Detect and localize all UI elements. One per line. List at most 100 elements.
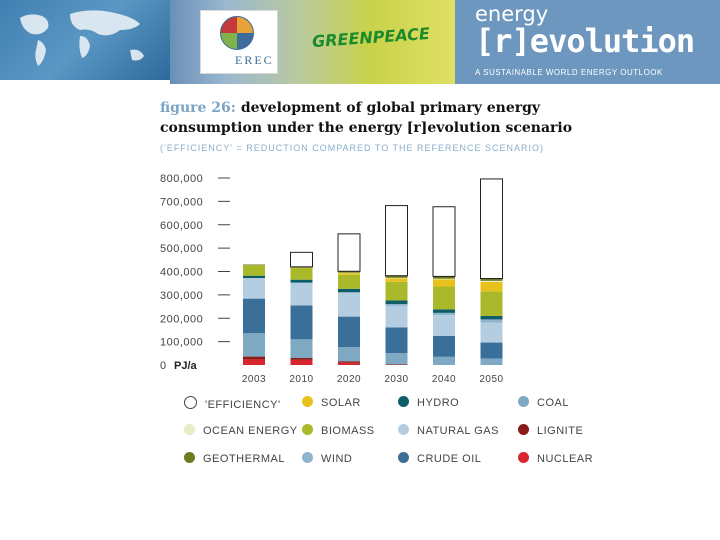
- x-tick-label: 2003: [242, 374, 266, 385]
- y-tick-label: 400,000: [160, 267, 203, 279]
- bar-segment: [433, 309, 455, 313]
- bar-segment: [290, 282, 313, 284]
- legend-item: BIOMASS: [302, 424, 375, 437]
- bar-segment: [480, 319, 503, 323]
- figure-subtitle: ('EFFICIENCY' = REDUCTION COMPARED TO TH…: [160, 143, 545, 153]
- bar-segment: [385, 305, 408, 328]
- bar-segment: [338, 274, 360, 289]
- bar-segment: [338, 272, 360, 275]
- bar-segment: [338, 272, 360, 274]
- y-tick-label: 800,000: [160, 173, 203, 185]
- y-tick-label: 200,000: [160, 313, 203, 325]
- bar-segment: [243, 359, 265, 365]
- legend-item: WIND: [302, 452, 352, 465]
- bar-segment: [338, 362, 360, 365]
- legend-label: COAL: [537, 397, 569, 409]
- legend-item: LIGNITE: [518, 424, 583, 437]
- bar-segment: [433, 276, 455, 279]
- bar-segment: [290, 339, 313, 358]
- legend-swatch-icon: [302, 452, 313, 463]
- bar-segment: [243, 275, 265, 279]
- legend-label: NATURAL GAS: [417, 425, 499, 437]
- erec-globe-icon: [220, 16, 254, 50]
- legend-swatch-icon: [302, 396, 313, 407]
- legend-label: WIND: [321, 453, 353, 465]
- bar-segment: [243, 265, 265, 276]
- bar-segment: [480, 278, 503, 281]
- legend-swatch-icon: [518, 396, 529, 407]
- bar-segment: [480, 358, 503, 365]
- bar-segment: [243, 278, 265, 299]
- legend-swatch-icon: [398, 452, 409, 463]
- legend-item: GEOTHERMAL: [184, 452, 285, 465]
- x-tick-label: 2050: [479, 374, 503, 385]
- bar-segment: [338, 316, 360, 348]
- bar-segment: [480, 280, 503, 283]
- legend-item: CRUDE OIL: [398, 452, 481, 465]
- bar-segment: [385, 281, 408, 301]
- bar-segment: [385, 327, 408, 354]
- bar-segment: [433, 335, 455, 357]
- bar-segment: [385, 303, 408, 306]
- x-tick-label: 2010: [289, 374, 313, 385]
- y-tick-label: 300,000: [160, 290, 203, 302]
- bar-segment: [243, 298, 265, 334]
- bar-segment: [385, 364, 408, 365]
- legend-swatch-icon: [184, 396, 197, 409]
- legend-label: HYDRO: [417, 397, 460, 409]
- legend-swatch-icon: [398, 396, 409, 407]
- bar-segment: [385, 300, 408, 304]
- bar-segment: [385, 277, 408, 279]
- bar-segment: [243, 356, 265, 360]
- bar-segment: [385, 353, 408, 365]
- legend-item: COAL: [518, 396, 569, 409]
- x-tick-label: 2040: [432, 374, 456, 385]
- bar-segment: [385, 278, 408, 282]
- figure-label: figure 26:: [160, 100, 236, 116]
- bar-segment: [290, 359, 313, 365]
- bar-segment: [338, 288, 360, 293]
- bar-segment: [480, 291, 503, 316]
- y-tick-label: 700,000: [160, 196, 203, 208]
- bar-segment: [433, 286, 455, 310]
- header-banner: EREC GREENPEACE energy [r]evolution A SU…: [0, 0, 720, 84]
- bar-segment: [480, 322, 503, 343]
- bar-segment: [290, 267, 313, 269]
- figure-title-text: development of global primary energy con…: [160, 100, 573, 136]
- erec-logo: EREC: [200, 10, 278, 74]
- x-tick-label: 2020: [337, 374, 361, 385]
- bar-segment: [480, 178, 503, 280]
- title-panel: energy [r]evolution A SUSTAINABLE WORLD …: [455, 0, 720, 84]
- erec-label: EREC: [235, 53, 274, 67]
- legend-label: BIOMASS: [321, 425, 375, 437]
- bar-segment: [290, 283, 313, 306]
- bar-segment: [480, 315, 503, 320]
- legend-item: 'EFFICIENCY': [184, 396, 281, 411]
- title-energy: energy: [475, 2, 549, 26]
- legend-swatch-icon: [302, 424, 313, 435]
- y-tick-label: 500,000: [160, 243, 203, 255]
- bar-segment: [338, 347, 360, 362]
- bar-segment: [433, 278, 455, 280]
- world-map-image: [0, 0, 170, 80]
- legend-item: SOLAR: [302, 396, 361, 409]
- legend-swatch-icon: [518, 424, 529, 435]
- bar-segment: [480, 342, 503, 359]
- world-map-icon: [20, 10, 144, 66]
- legend-label: CRUDE OIL: [417, 453, 482, 465]
- bar-segment: [385, 205, 408, 277]
- legend-item: HYDRO: [398, 396, 459, 409]
- legend-item: OCEAN ENERGY: [184, 424, 298, 437]
- legend-label: SOLAR: [321, 397, 361, 409]
- legend-label: GEOTHERMAL: [203, 453, 286, 465]
- bar-segment: [432, 206, 456, 277]
- legend-label: NUCLEAR: [537, 453, 594, 465]
- bar-segment: [338, 292, 360, 294]
- bar-segment: [433, 279, 455, 287]
- legend-label: 'EFFICIENCY': [205, 399, 281, 411]
- title-revolution: [r]evolution: [475, 22, 695, 60]
- bar-segment: [385, 275, 408, 278]
- bar-segment: [243, 264, 265, 266]
- bar-segment: [243, 333, 265, 357]
- bar-segment: [290, 305, 313, 340]
